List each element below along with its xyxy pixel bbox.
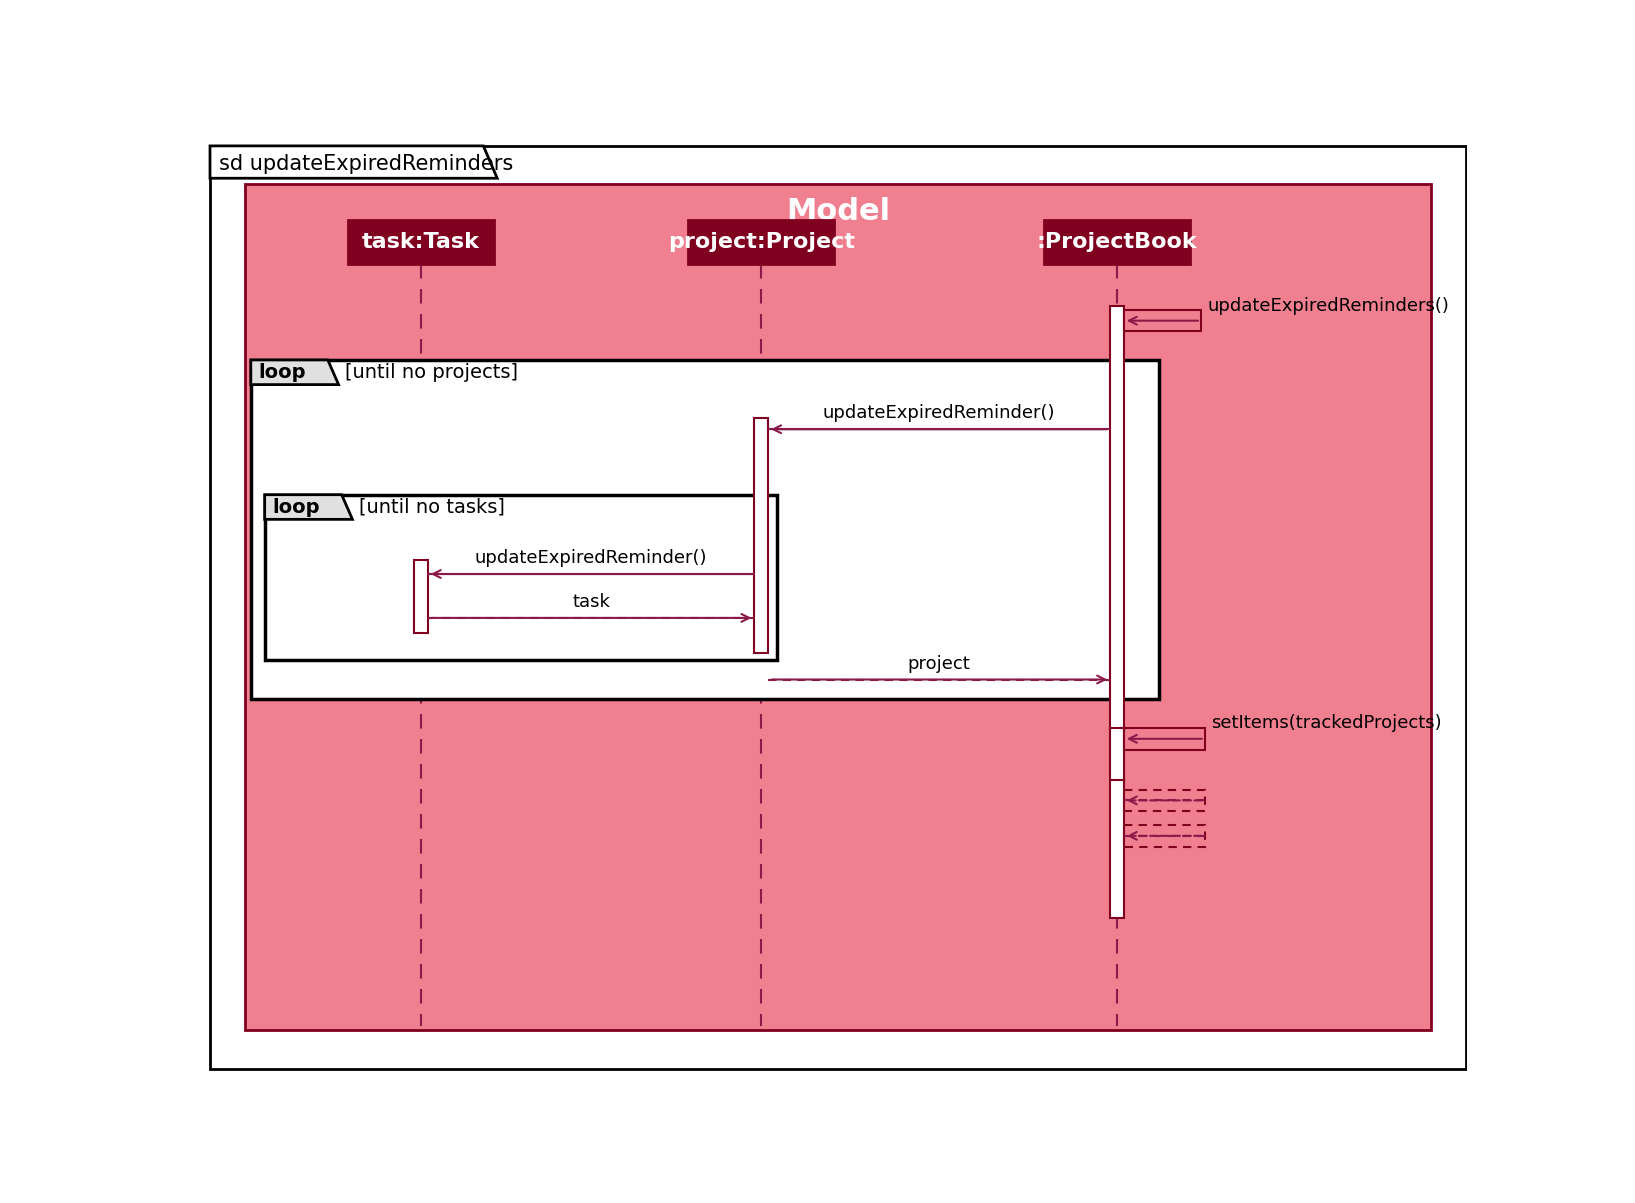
Polygon shape <box>209 146 497 178</box>
FancyBboxPatch shape <box>250 360 1159 699</box>
Text: project:Project: project:Project <box>667 232 855 253</box>
FancyBboxPatch shape <box>414 561 428 633</box>
FancyBboxPatch shape <box>209 146 1467 1069</box>
FancyBboxPatch shape <box>1123 310 1202 332</box>
FancyBboxPatch shape <box>245 184 1431 1030</box>
Text: :ProjectBook: :ProjectBook <box>1037 232 1197 253</box>
Text: updateExpiredReminder(): updateExpiredReminder() <box>474 549 708 567</box>
Text: loop: loop <box>273 498 320 516</box>
Text: [until no projects]: [until no projects] <box>345 363 518 381</box>
Polygon shape <box>265 494 353 520</box>
FancyBboxPatch shape <box>1110 306 1123 918</box>
Text: updateExpiredReminders(): updateExpiredReminders() <box>1207 296 1449 314</box>
Text: loop: loop <box>258 363 306 381</box>
Text: [until no tasks]: [until no tasks] <box>358 498 505 516</box>
Text: Model: Model <box>786 197 891 226</box>
FancyBboxPatch shape <box>1043 220 1190 265</box>
Text: task:Task: task:Task <box>361 232 479 253</box>
FancyBboxPatch shape <box>754 417 768 652</box>
FancyBboxPatch shape <box>1110 728 1123 781</box>
FancyBboxPatch shape <box>688 220 834 265</box>
FancyBboxPatch shape <box>265 494 777 660</box>
Text: task: task <box>572 593 610 611</box>
FancyBboxPatch shape <box>348 220 494 265</box>
FancyBboxPatch shape <box>1123 728 1205 749</box>
Text: project: project <box>907 654 971 672</box>
Polygon shape <box>250 360 338 385</box>
Text: setItems(trackedProjects): setItems(trackedProjects) <box>1212 713 1442 731</box>
Text: updateExpiredReminder(): updateExpiredReminder() <box>822 404 1055 422</box>
Text: sd updateExpiredReminders: sd updateExpiredReminders <box>219 154 513 173</box>
